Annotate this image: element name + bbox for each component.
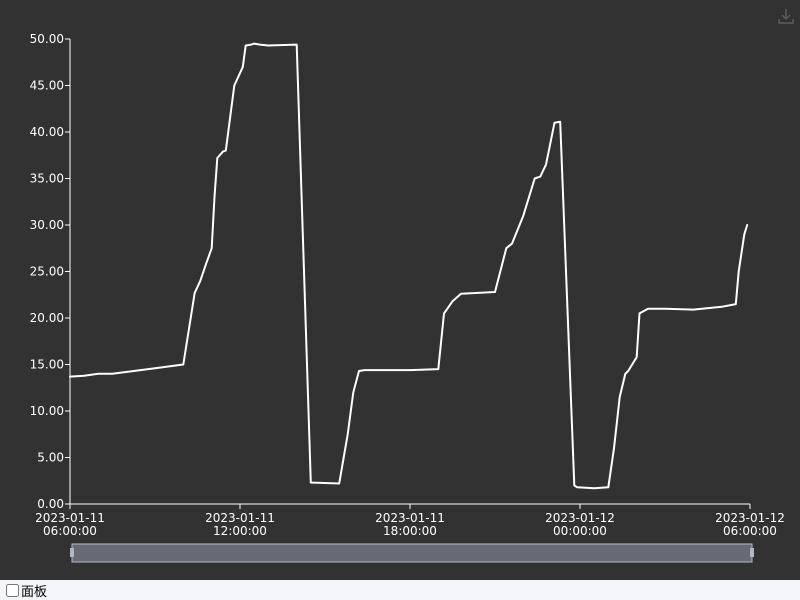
y-axis: 0.00 5.00 10.00 15.00 20.00 25.00 30.00 35.00 40… — [30, 32, 71, 511]
x-tick-label-date: 2023-01-12 — [545, 511, 615, 525]
y-tick-label: 45.00 — [30, 79, 64, 93]
panel-checkbox[interactable] — [6, 583, 19, 597]
x-tick-label-date: 2023-01-12 — [715, 511, 785, 525]
y-tick-label: 50.00 — [30, 32, 64, 46]
x-tick-label-time: 06:00:00 — [723, 524, 777, 538]
download-icon[interactable] — [776, 6, 796, 26]
panel-checkbox-label: 面板 — [21, 584, 48, 600]
series-layer — [69, 42, 749, 490]
x-tick-label-time: 12:00:00 — [213, 524, 267, 538]
x-tick-label-time: 18:00:00 — [383, 524, 437, 538]
y-tick-label: 40.00 — [30, 125, 64, 139]
x-tick-label-time: 00:00:00 — [553, 524, 607, 538]
line-chart: 0.00 5.00 10.00 15.00 20.00 25.00 30.00 35.00 40… — [30, 32, 785, 563]
y-tick-label: 5.00 — [37, 451, 64, 465]
x-tick-label-time: 06:00:00 — [43, 524, 97, 538]
bottom-bar: 面板 — [0, 580, 800, 600]
x-tick-label-date: 2023-01-11 — [35, 511, 105, 525]
x-tick-label-date: 2023-01-11 — [375, 511, 445, 525]
y-tick-label: 10.00 — [30, 404, 64, 418]
data-zoom-handle-right[interactable] — [750, 548, 754, 557]
y-tick-label: 0.00 — [37, 497, 64, 511]
y-tick-label: 15.00 — [30, 358, 64, 372]
y-tick-label: 20.00 — [30, 311, 64, 325]
y-tick-label: 25.00 — [30, 265, 64, 279]
y-tick-label: 35.00 — [30, 172, 64, 186]
series-line — [69, 42, 749, 490]
data-zoom-handle-left[interactable] — [70, 548, 74, 557]
y-tick-label: 30.00 — [30, 218, 64, 232]
data-zoom-slider[interactable] — [70, 543, 754, 563]
x-axis: 2023-01-1106:00:002023-01-1112:00:002023… — [35, 503, 785, 538]
x-tick-label-date: 2023-01-11 — [205, 511, 275, 525]
data-zoom-track[interactable] — [71, 543, 753, 563]
chart-area: 0.00 5.00 10.00 15.00 20.00 25.00 30.00 35.00 40… — [0, 0, 800, 580]
